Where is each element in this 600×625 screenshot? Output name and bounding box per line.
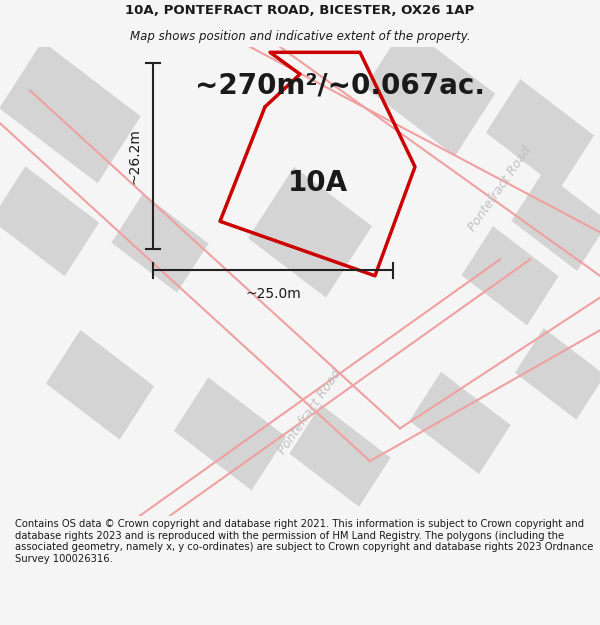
Polygon shape xyxy=(112,194,209,292)
Polygon shape xyxy=(511,172,600,271)
Text: Map shows position and indicative extent of the property.: Map shows position and indicative extent… xyxy=(130,30,470,43)
Polygon shape xyxy=(0,41,140,183)
Polygon shape xyxy=(409,372,511,474)
Polygon shape xyxy=(289,404,391,507)
Text: Pontefract Road: Pontefract Road xyxy=(276,368,344,457)
Text: ~270m²/~0.067ac.: ~270m²/~0.067ac. xyxy=(195,71,485,99)
Text: 10A: 10A xyxy=(288,169,348,197)
Text: Contains OS data © Crown copyright and database right 2021. This information is : Contains OS data © Crown copyright and d… xyxy=(15,519,593,564)
Polygon shape xyxy=(365,25,495,156)
Polygon shape xyxy=(46,330,154,440)
Text: ~26.2m: ~26.2m xyxy=(128,128,142,184)
Text: ~25.0m: ~25.0m xyxy=(245,288,301,301)
Polygon shape xyxy=(248,167,372,298)
Polygon shape xyxy=(0,166,99,276)
Polygon shape xyxy=(174,378,286,491)
Polygon shape xyxy=(515,328,600,419)
Polygon shape xyxy=(486,79,594,189)
Text: Pontefract Road: Pontefract Road xyxy=(466,144,534,233)
Polygon shape xyxy=(461,226,559,326)
Text: 10A, PONTEFRACT ROAD, BICESTER, OX26 1AP: 10A, PONTEFRACT ROAD, BICESTER, OX26 1AP xyxy=(125,4,475,17)
